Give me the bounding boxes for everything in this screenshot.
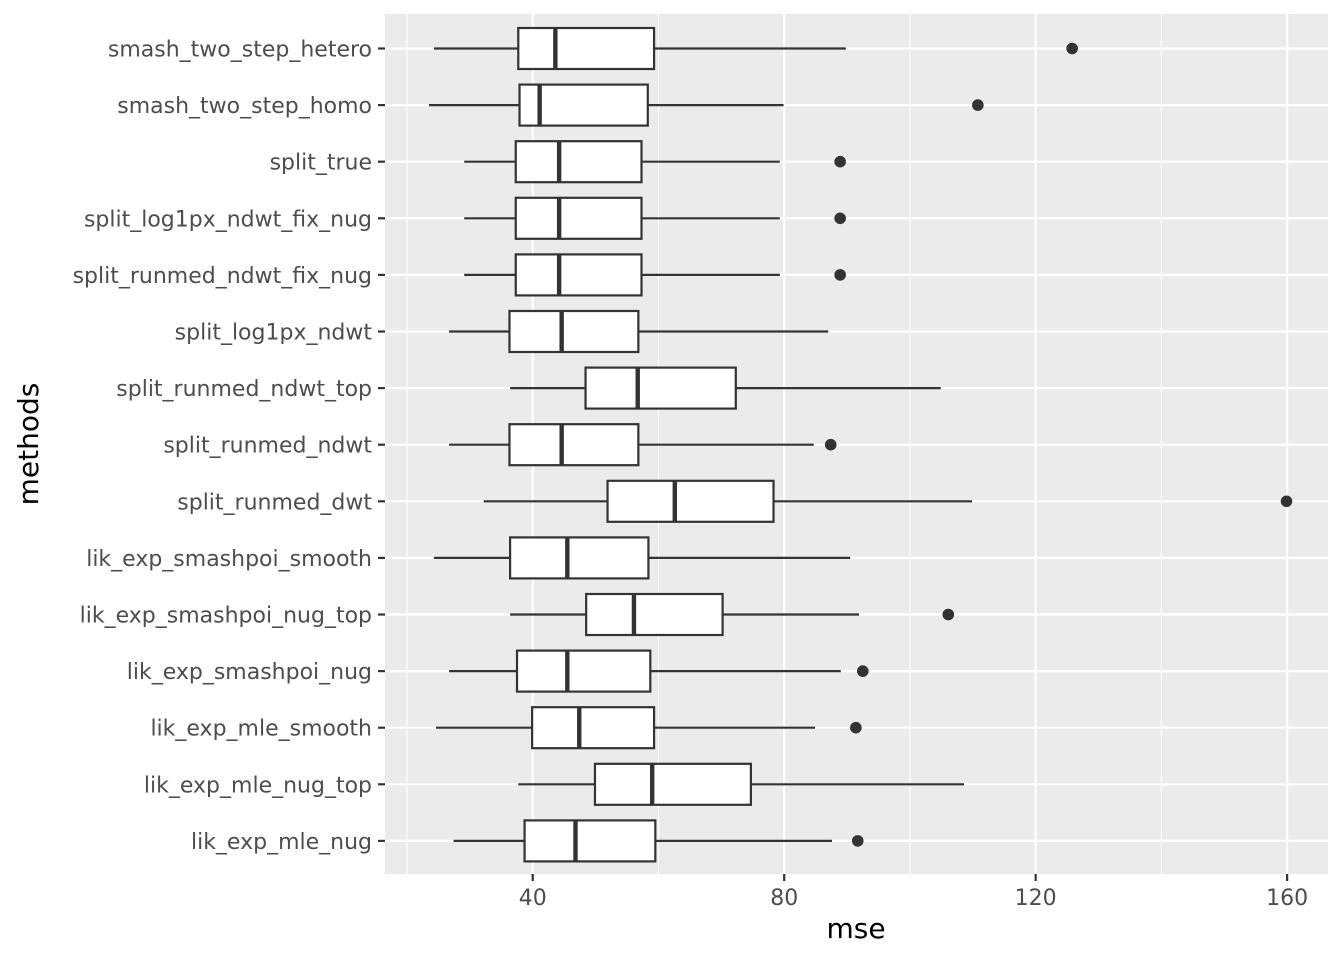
y-tick-label: lik_exp_smashpoi_smooth: [86, 547, 372, 572]
box-iqr: [514, 196, 643, 240]
y-tick-label: lik_exp_mle_nug: [191, 830, 372, 855]
box-split_runmed_ndwt: [449, 423, 837, 467]
y-tick-label: lik_exp_mle_nug_top: [144, 773, 372, 798]
box-lik_exp_mle_nug: [453, 819, 864, 863]
y-tick-label: lik_exp_smashpoi_nug_top: [80, 604, 372, 629]
outlier-point: [1280, 495, 1293, 508]
box-lik_exp_smashpoi_nug: [449, 649, 869, 693]
box-iqr: [585, 592, 724, 637]
box-iqr: [517, 26, 656, 71]
box-iqr: [515, 649, 652, 693]
outlier-point: [1066, 42, 1078, 55]
outlier-point: [850, 721, 862, 734]
y-tick-label: split_log1px_ndwt: [175, 321, 373, 346]
box-smash_two_step_homo: [429, 83, 984, 127]
axes: smash_two_step_hetero smash_two_step_homo…: [73, 38, 1309, 912]
box-iqr: [508, 309, 640, 354]
box-iqr: [593, 762, 752, 806]
x-tick-label: 40: [519, 886, 547, 911]
y-tick-label: lik_exp_mle_smooth: [150, 717, 372, 742]
box-iqr: [514, 140, 643, 184]
y-axis-title: methods: [12, 383, 45, 506]
y-tick-label: split_runmed_ndwt: [163, 434, 372, 459]
x-axis-title: mse: [826, 912, 885, 945]
y-tick-label: smash_two_step_homo: [117, 94, 372, 119]
outlier-point: [824, 438, 837, 451]
y-tick-label: split_runmed_ndwt_top: [116, 377, 372, 402]
box-split_log1px_ndwt: [449, 309, 829, 354]
y-tick-label: smash_two_step_hetero: [108, 38, 372, 63]
box-iqr: [514, 253, 643, 297]
box-iqr: [508, 423, 640, 467]
outlier-point: [851, 835, 864, 847]
box-lik_exp_smashpoi_smooth: [434, 536, 851, 580]
box-lik_exp_mle_smooth: [435, 706, 862, 750]
outlier-point: [834, 155, 846, 168]
box-lik_exp_mle_nug_top: [518, 762, 965, 806]
x-tick-label: 80: [770, 886, 798, 911]
y-tick-label: split_runmed_dwt: [177, 490, 372, 515]
y-tick-label: split_log1px_ndwt_fix_nug: [84, 207, 372, 232]
box-split_log1px_ndwt_fix_nug: [464, 196, 846, 240]
outlier-point: [942, 608, 955, 621]
box-split_runmed_dwt: [483, 479, 1293, 523]
box-iqr: [584, 366, 737, 410]
y-tick-label: split_true: [270, 151, 372, 176]
x-tick-label: 120: [1015, 886, 1057, 911]
box-iqr: [523, 819, 657, 863]
box-iqr: [531, 706, 656, 750]
outlier-point: [856, 665, 869, 677]
box-iqr: [606, 479, 775, 523]
outlier-point: [834, 269, 846, 281]
y-tick-label: lik_exp_smashpoi_nug: [127, 660, 372, 685]
outlier-point: [834, 212, 846, 225]
box-series: [429, 26, 1293, 863]
box-split_runmed_ndwt_fix_nug: [464, 253, 846, 297]
box-split_true: [464, 140, 846, 184]
y-tick-label: split_runmed_ndwt_fix_nug: [73, 264, 372, 289]
box-iqr: [509, 536, 650, 580]
box-split_runmed_ndwt_top: [510, 366, 941, 410]
box-lik_exp_smashpoi_nug_top: [510, 592, 955, 637]
box-smash_two_step_hetero: [434, 26, 1078, 71]
x-tick-label: 160: [1266, 886, 1308, 911]
outlier-point: [972, 99, 984, 111]
